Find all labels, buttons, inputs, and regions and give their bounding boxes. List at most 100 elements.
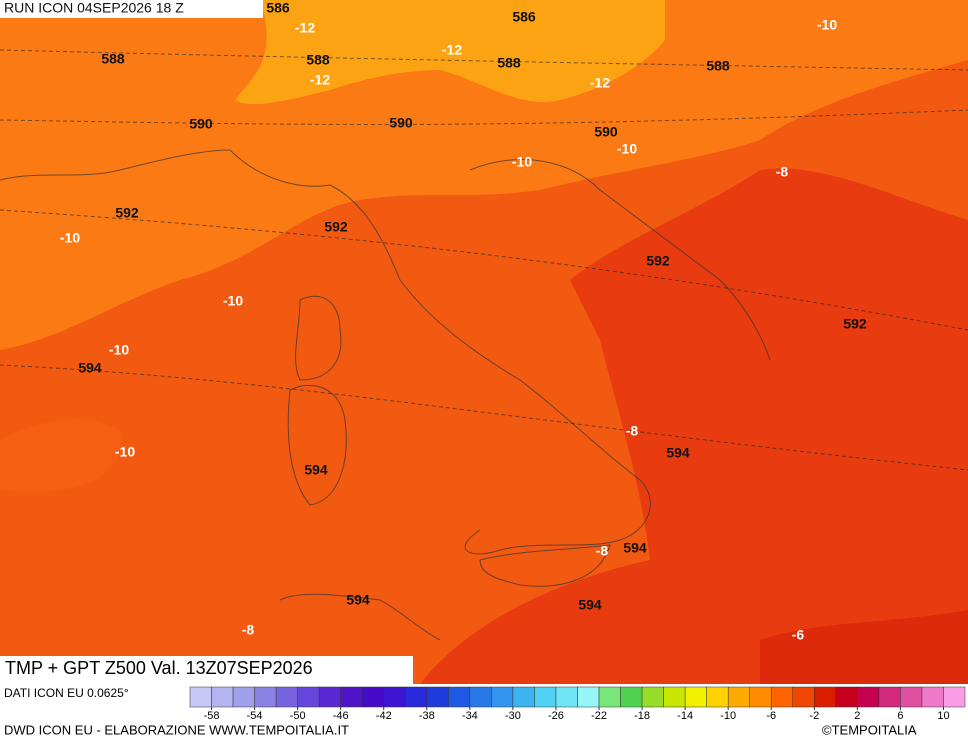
colorbar-tick-label: -6 (766, 710, 776, 722)
temperature-label: -10 (60, 230, 80, 246)
colorbar-cell (900, 686, 923, 708)
colorbar-tick-label: -26 (548, 710, 564, 722)
temperature-label: -10 (115, 444, 135, 460)
header-box (0, 0, 263, 18)
zone-west (0, 419, 122, 492)
colorbar-cell (491, 686, 514, 708)
colorbar-tick-label: -34 (462, 710, 478, 722)
colorbar-tick-label: -50 (290, 710, 306, 722)
colorbar-tick-label: -18 (634, 710, 650, 722)
colorbar-cell (663, 686, 686, 708)
temperature-label: -8 (242, 622, 255, 638)
colorbar-cell (361, 686, 385, 708)
run-label: RUN ICON 04SEP2026 18 Z (4, 0, 184, 16)
colorbar-cell (641, 686, 664, 708)
data-source: DATI ICON EU 0.0625° (4, 686, 129, 700)
colorbar-tick-label: -22 (591, 710, 607, 722)
colorbar-tick-label: -38 (419, 710, 435, 722)
colorbar-cell (318, 686, 341, 708)
colorbar-cell (771, 686, 794, 708)
colorbar-cell (620, 686, 643, 708)
colorbar-cell (211, 686, 234, 708)
colorbar-cell (426, 686, 449, 708)
colorbar-cell (749, 686, 772, 708)
geopotential-label: 594 (623, 540, 647, 556)
colorbar-cell (857, 686, 880, 708)
title-box (0, 656, 413, 684)
colorbar-cell (921, 686, 944, 708)
colorbar-cell (878, 686, 901, 708)
credit: DWD ICON EU - ELABORAZIONE WWW.TEMPOITAL… (4, 722, 349, 737)
geopotential-label: 594 (304, 462, 328, 478)
colorbar-cell (340, 686, 363, 708)
zone-minus6 (760, 610, 968, 684)
colorbar-cell (383, 686, 406, 708)
geopotential-label: 588 (497, 55, 521, 71)
colorbar-tick-label: -42 (376, 710, 392, 722)
temperature-label: -8 (596, 543, 609, 559)
colorbar-cell (254, 686, 277, 708)
colorbar-cell (405, 686, 428, 708)
colorbar-cell (275, 686, 298, 708)
geopotential-label: 586 (512, 9, 536, 25)
colorbar-tick-label: -46 (333, 710, 349, 722)
colorbar-cell (684, 686, 707, 708)
geopotential-label: 592 (324, 219, 348, 235)
colorbar-cell (577, 686, 600, 708)
temperature-label: -8 (626, 423, 639, 439)
map-title: TMP + GPT Z500 Val. 13Z07SEP2026 (5, 658, 313, 678)
temperature-label: -12 (442, 42, 462, 58)
colorbar-tick-label: -10 (720, 710, 736, 722)
temperature-label: -10 (512, 154, 532, 170)
geopotential-label: 592 (115, 205, 139, 221)
temperature-label: -10 (109, 342, 129, 358)
temperature-label: -6 (792, 627, 805, 643)
temperature-label: -12 (590, 75, 610, 91)
geopotential-label: 594 (666, 445, 690, 461)
zone-minus10 (0, 0, 968, 350)
temperature-label: -10 (817, 17, 837, 33)
temperature-label: -8 (776, 164, 789, 180)
temperature-label: -12 (310, 72, 330, 88)
colorbar-cell (835, 686, 858, 708)
zone-minus12 (235, 0, 665, 105)
geopotential-label: 594 (78, 360, 102, 376)
geopotential-label: 590 (594, 124, 618, 140)
colorbar-cell (232, 686, 255, 708)
colorbar-cell (727, 686, 750, 708)
colorbar-cell (469, 686, 492, 708)
geopotential-label: 590 (189, 116, 213, 132)
colorbar-cell (448, 686, 471, 708)
geopotential-label: 586 (266, 0, 290, 16)
colorbar-tick-label: -14 (677, 710, 693, 722)
geopotential-label: 594 (578, 597, 602, 613)
colorbar-cell (555, 686, 578, 708)
geopotential-label: 588 (101, 51, 125, 67)
colorbar-cell (792, 686, 815, 708)
temperature-label: -12 (295, 20, 315, 36)
colorbar-tick-label: -2 (809, 710, 819, 722)
colorbar-cell (512, 686, 535, 708)
geopotential-contours (0, 49, 968, 471)
copyright: ©TEMPOITALIA (822, 722, 917, 737)
geopotential-label: 592 (646, 253, 670, 269)
geopotential-label: 592 (843, 316, 867, 332)
colorbar-cell (297, 686, 320, 708)
colorbar-cell (189, 686, 212, 708)
colorbar-cell (598, 686, 621, 708)
colorbar-tick-label: 2 (854, 710, 860, 722)
colorbar-tick-label: 10 (937, 710, 949, 722)
colorbar-cell (706, 686, 729, 708)
geopotential-label: 588 (706, 58, 730, 74)
coastlines (0, 149, 771, 641)
colorbar-tick-label: -54 (247, 710, 263, 722)
colorbar-cell (534, 686, 557, 708)
colorbar-cell (814, 686, 837, 708)
geopotential-label: 588 (306, 52, 330, 68)
colorbar-cell (943, 686, 966, 708)
colorbar-tick-label: -30 (505, 710, 521, 722)
geopotential-label: 594 (346, 592, 370, 608)
geopotential-label: 590 (389, 115, 413, 131)
colorbar-tick-label: 6 (897, 710, 903, 722)
